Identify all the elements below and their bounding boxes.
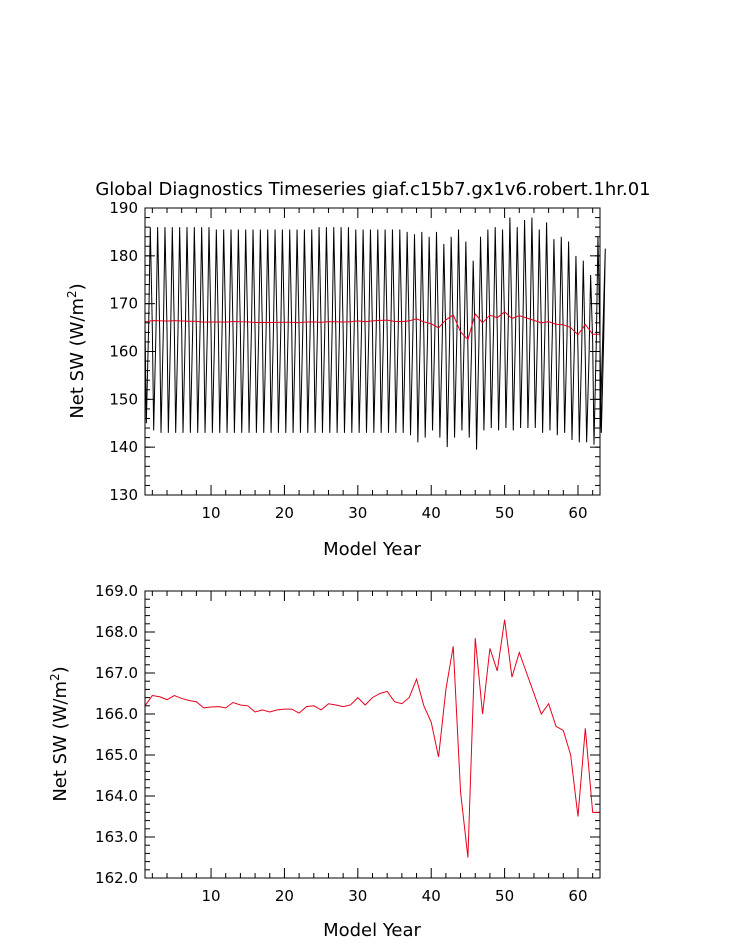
series-line-annual-mean	[144, 619, 600, 858]
bottom-chart: 10 20 30 40 50 60 162.0 163.0 164.0 165.0 166.0 167…	[48, 582, 601, 941]
series-line-monthly	[144, 217, 606, 450]
y-axis-label: Net SW (W/m2)	[65, 283, 88, 418]
y-tick-label: 130	[109, 486, 138, 504]
y-tick-label: 162.0	[95, 869, 138, 887]
x-tick-label: 20	[275, 887, 294, 905]
x-tick-label: 10	[202, 504, 221, 522]
chart-title: Global Diagnostics Timeseries giaf.c15b7…	[95, 179, 650, 200]
x-tick-label: 30	[348, 504, 367, 522]
plot-frame	[144, 207, 601, 496]
x-tick-label: 30	[348, 887, 367, 905]
x-tick-label: 20	[275, 504, 294, 522]
y-tick-label: 164.0	[95, 787, 138, 805]
x-axis-label: Model Year	[323, 539, 421, 560]
y-tick-label: 180	[109, 247, 138, 265]
y-tick-label: 165.0	[95, 746, 138, 764]
y-tick-label: 167.0	[95, 664, 138, 682]
x-tick-label: 10	[202, 887, 221, 905]
y-tick-label: 190	[109, 199, 138, 217]
y-tick-label: 168.0	[95, 623, 138, 641]
x-tick-label: 40	[422, 887, 441, 905]
x-tick-label: 50	[495, 504, 514, 522]
top-chart: Global Diagnostics Timeseries giaf.c15b7…	[65, 179, 651, 560]
y-tick-label: 170	[109, 295, 138, 313]
y-tick-label: 163.0	[95, 828, 138, 846]
y-tick-label: 166.0	[95, 705, 138, 723]
y-tick-label: 140	[109, 438, 138, 456]
x-tick-label: 50	[495, 887, 514, 905]
x-tick-label: 40	[422, 504, 441, 522]
y-axis-label: Net SW (W/m2)	[48, 666, 71, 801]
y-tick-label: 160	[109, 343, 138, 361]
y-tick-label: 150	[109, 390, 138, 408]
x-axis-label: Model Year	[323, 920, 421, 941]
y-tick-label: 169.0	[95, 582, 138, 600]
x-tick-label: 60	[568, 887, 587, 905]
plot-frame	[144, 590, 601, 879]
series-line-annual-mean	[144, 311, 600, 341]
x-tick-label: 60	[568, 504, 587, 522]
